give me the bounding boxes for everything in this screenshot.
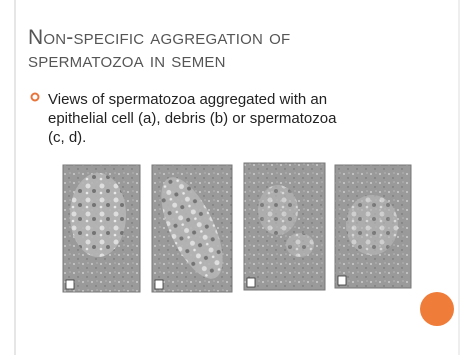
micrograph-c <box>243 162 326 291</box>
bullet-text: Views of spermatozoa aggregated with an … <box>48 91 337 146</box>
micrograph-d <box>334 164 412 289</box>
slide-title: Non-specific aggregation of spermatozoa … <box>28 26 291 72</box>
micrograph-a <box>62 164 141 293</box>
slide-number-badge <box>420 292 454 326</box>
bullet-marker <box>30 92 40 102</box>
micrograph-b <box>151 164 233 293</box>
